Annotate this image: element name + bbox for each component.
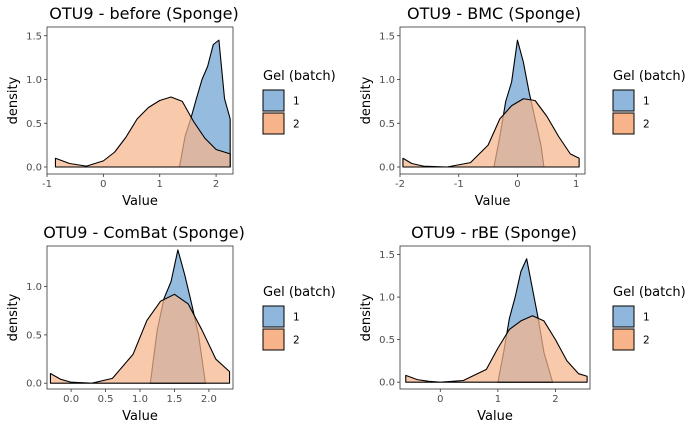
y-tick-label: 0.5 xyxy=(26,330,42,341)
density-area-batch-2 xyxy=(405,315,588,383)
x-tick-label: 1 xyxy=(157,179,163,190)
chart-panel-1: OTU9 - before (Sponge) -1 0 1 2 0.0 0.5 1.0 1.5 V… xyxy=(6,4,336,209)
chart-panel-3: OTU9 - ComBat (Sponge) 0.0 0.5 1.0 1.5 2.0 0.0… xyxy=(6,223,336,424)
x-tick-label: 0.0 xyxy=(63,394,79,405)
legend-title: Gel (batch) xyxy=(613,69,686,84)
legend-label: 1 xyxy=(293,312,300,324)
y-tick-label: 1.0 xyxy=(26,282,42,293)
legend-key-batch-1 xyxy=(262,89,285,112)
y-tick-label: 1.0 xyxy=(26,75,42,86)
plot-panel-border xyxy=(46,26,234,175)
chart-title: OTU9 - rBE (Sponge) xyxy=(411,223,577,242)
x-tick-label: -2 xyxy=(395,179,405,190)
legend-title: Gel (batch) xyxy=(263,69,336,84)
chart-title: OTU9 - ComBat (Sponge) xyxy=(43,223,245,242)
y-axis-title: density xyxy=(359,76,374,124)
plot-panel-border xyxy=(399,245,591,390)
y-tick-label: 1.5 xyxy=(379,31,395,42)
legend-label: 2 xyxy=(293,335,300,347)
x-tick-label: 0.5 xyxy=(98,394,114,405)
chart-panel-2: OTU9 - BMC (Sponge) -2 -1 0 1 0.0 0.5 1.0 1.5 Val… xyxy=(359,4,686,209)
y-axis-title: density xyxy=(6,76,21,124)
x-tick-label: 0 xyxy=(437,394,443,405)
legend-label: 1 xyxy=(643,96,650,108)
y-tick-label: 1.0 xyxy=(379,293,395,304)
x-tick-label: 1 xyxy=(495,394,501,405)
legend: Gel (batch) 1 2 xyxy=(612,69,686,135)
y-tick-label: 1.0 xyxy=(379,75,395,86)
legend-label: 1 xyxy=(643,312,650,324)
legend-title: Gel (batch) xyxy=(613,285,686,300)
y-tick-label: 0.5 xyxy=(379,335,395,346)
density-areas xyxy=(49,249,231,384)
x-tick-label: -1 xyxy=(454,179,464,190)
legend-key-batch-2 xyxy=(262,328,285,351)
x-axis-title: Value xyxy=(477,409,513,424)
x-axis-title: Value xyxy=(122,194,158,209)
x-tick-label: 2 xyxy=(213,179,219,190)
y-axis-title: density xyxy=(359,293,374,341)
y-axis-title: density xyxy=(6,293,21,341)
x-tick-label: 2 xyxy=(552,394,558,405)
density-area-batch-2 xyxy=(54,96,231,168)
y-tick-label: 0.0 xyxy=(26,379,42,390)
legend-key-batch-1 xyxy=(262,305,285,328)
legend-label: 2 xyxy=(643,335,650,347)
x-axis-title: Value xyxy=(122,409,158,424)
x-tick-label: 0 xyxy=(100,179,106,190)
legend-key-batch-1 xyxy=(612,305,635,328)
density-area-batch-2 xyxy=(402,98,580,168)
legend-label: 2 xyxy=(293,119,300,131)
y-tick-label: 1.5 xyxy=(26,31,42,42)
legend-key-batch-2 xyxy=(262,112,285,135)
y-tick-label: 0.0 xyxy=(379,378,395,389)
x-tick-label: 2.0 xyxy=(201,394,217,405)
legend-label: 2 xyxy=(643,119,650,131)
x-tick-label: 1.5 xyxy=(166,394,182,405)
y-tick-label: 0.5 xyxy=(26,119,42,130)
y-tick-label: 1.5 xyxy=(379,250,395,261)
legend-key-batch-1 xyxy=(612,89,635,112)
legend-title: Gel (batch) xyxy=(263,285,336,300)
y-tick-label: 0.5 xyxy=(379,119,395,130)
density-areas xyxy=(54,39,231,168)
legend-key-batch-2 xyxy=(612,112,635,135)
density-areas xyxy=(405,258,588,383)
x-tick-label: 0 xyxy=(514,179,520,190)
plot-panel-border xyxy=(399,26,586,175)
chart-title: OTU9 - BMC (Sponge) xyxy=(407,4,581,23)
x-tick-label: 1 xyxy=(573,179,579,190)
legend-key-batch-2 xyxy=(612,328,635,351)
legend: Gel (batch) 1 2 xyxy=(262,69,336,135)
legend: Gel (batch) 1 2 xyxy=(612,285,686,351)
legend-label: 1 xyxy=(293,96,300,108)
density-areas xyxy=(402,39,580,168)
density-area-batch-2 xyxy=(49,293,231,384)
y-tick-label: 0.0 xyxy=(26,163,42,174)
legend: Gel (batch) 1 2 xyxy=(262,285,336,351)
chart-panel-4: OTU9 - rBE (Sponge) 0 1 2 0.0 0.5 1.0 1.5 Value d… xyxy=(359,223,686,424)
x-tick-label: 1.0 xyxy=(132,394,148,405)
x-tick-label: -1 xyxy=(42,179,52,190)
y-tick-label: 0.0 xyxy=(379,163,395,174)
x-axis-title: Value xyxy=(475,194,511,209)
chart-title: OTU9 - before (Sponge) xyxy=(49,4,239,23)
